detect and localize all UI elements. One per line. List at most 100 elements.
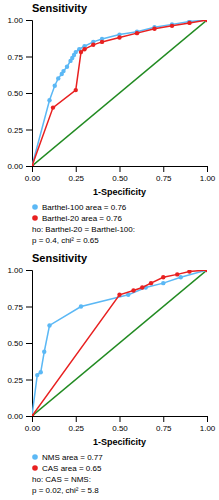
data-point xyxy=(100,40,104,44)
data-point xyxy=(39,370,43,374)
annotation: ho: CAS = NMS: xyxy=(32,475,91,484)
legend-label: Barthel-20 area = 0.76 xyxy=(42,214,122,223)
axis-line xyxy=(26,271,33,417)
tick-label: 0.00 xyxy=(25,424,41,433)
tick-mark xyxy=(26,416,32,417)
tick: 0.75 xyxy=(7,303,32,312)
series-line xyxy=(32,20,207,166)
tick-label: 0.75 xyxy=(156,424,172,433)
tick-label: 0.50 xyxy=(112,174,128,183)
tick: 0.50 xyxy=(7,339,32,348)
chart-title: Sensitivity xyxy=(32,252,88,264)
x-axis-label: 1-Specificity xyxy=(93,187,146,197)
data-point xyxy=(61,69,65,73)
plot-area xyxy=(32,270,207,416)
legend: NMS area = 0.77 CAS area = 0.65 xyxy=(32,453,103,473)
axis-line xyxy=(26,21,33,167)
annotation: ho: Barthel-20 = Barthel-100: xyxy=(32,225,135,234)
x-axis-label: 1-Specificity xyxy=(93,437,146,447)
data-point xyxy=(170,24,174,28)
tick-label: 0.25 xyxy=(68,174,84,183)
data-point xyxy=(79,304,83,308)
tick: 0.25 xyxy=(7,376,32,385)
data-point xyxy=(79,50,83,54)
y-axis: 0.00 0.25 0.50 0.75 1.00 xyxy=(7,266,32,421)
legend-marker xyxy=(32,465,38,471)
data-point xyxy=(42,350,46,354)
data-point xyxy=(32,164,34,166)
data-point xyxy=(205,270,207,272)
tick-label: 0.50 xyxy=(7,339,23,348)
chart-panel: 0.00 0.25 0.50 0.75 1.00 0.00 0.25 0.50 0.75 1.00… xyxy=(7,252,215,495)
tick-mark xyxy=(26,166,32,167)
legend-marker xyxy=(32,454,38,460)
legend-item: CAS area = 0.65 xyxy=(32,464,102,473)
tick-mark xyxy=(120,166,121,172)
data-point xyxy=(205,270,207,272)
tick-label: 0.50 xyxy=(7,89,23,98)
data-point xyxy=(175,272,179,276)
tick-label: 0.00 xyxy=(25,174,41,183)
tick-mark xyxy=(26,343,32,344)
tick: 0.75 xyxy=(7,53,32,62)
annotation: p = 0.02, chi² = 5.8 xyxy=(32,486,99,495)
data-point xyxy=(117,35,121,39)
tick-label: 0.75 xyxy=(7,303,23,312)
data-point xyxy=(135,31,139,35)
data-point xyxy=(53,84,57,88)
tick-mark xyxy=(163,416,164,422)
data-point xyxy=(32,414,34,416)
tick-mark xyxy=(207,416,208,422)
legend: Barthel-100 area = 0.76Barthel-20 area =… xyxy=(32,203,127,223)
legend-label: NMS area = 0.77 xyxy=(42,453,103,462)
tick-label: 0.25 xyxy=(68,424,84,433)
tick-mark xyxy=(120,416,121,422)
tick-label: 1.00 xyxy=(200,424,216,433)
tick: 0.50 xyxy=(112,166,128,183)
x-axis: 0.000.250.500.751.00 xyxy=(25,166,216,183)
data-point xyxy=(56,76,60,80)
data-point xyxy=(140,285,144,289)
figure: 0.00 0.25 0.50 0.75 1.00 0.00 0.25 0.50 0.75 1.00… xyxy=(0,0,219,500)
data-point xyxy=(74,88,78,92)
x-axis: 0.00 0.25 0.50 0.75 1.00 xyxy=(25,416,216,433)
tick-mark xyxy=(26,93,32,94)
tick: 0.00 xyxy=(25,416,41,433)
series-line xyxy=(32,270,207,416)
tick: 0.50 xyxy=(112,416,128,433)
tick-mark xyxy=(163,166,164,172)
tick-mark xyxy=(76,166,77,172)
legend-item: Barthel-20 area = 0.76 xyxy=(32,214,122,223)
tick-label: 1.00 xyxy=(7,16,23,25)
plot-area xyxy=(32,20,207,166)
data-point xyxy=(82,47,86,51)
data-point xyxy=(152,27,156,31)
data-point xyxy=(131,288,135,292)
data-point xyxy=(187,21,191,25)
tick: 0.25 xyxy=(68,416,84,433)
series-line xyxy=(32,20,207,166)
data-point xyxy=(187,270,191,274)
tick-mark xyxy=(76,416,77,422)
data-point xyxy=(47,323,51,327)
annotation: p = 0.4, chi² = 0.65 xyxy=(32,236,99,245)
tick-label: 0.25 xyxy=(7,126,23,135)
chart-title: Sensitivity xyxy=(32,2,88,14)
data-point xyxy=(149,281,153,285)
tick-label: 0.50 xyxy=(112,424,128,433)
tick-label: 0.00 xyxy=(7,162,23,171)
tick: 0.00 xyxy=(7,162,32,171)
data-point xyxy=(47,98,51,102)
data-point xyxy=(65,65,69,69)
tick-mark xyxy=(26,307,32,308)
tick-label: 0.00 xyxy=(7,412,23,421)
tick-mark xyxy=(26,270,32,271)
tick-label: 1.00 xyxy=(200,174,216,183)
data-point xyxy=(179,275,183,279)
series-line xyxy=(32,270,207,416)
tick: 1.00 xyxy=(7,16,32,25)
tick-mark xyxy=(26,380,32,381)
tick: 1.00 xyxy=(7,266,32,275)
series-line xyxy=(32,20,207,166)
tick-mark xyxy=(26,130,32,131)
